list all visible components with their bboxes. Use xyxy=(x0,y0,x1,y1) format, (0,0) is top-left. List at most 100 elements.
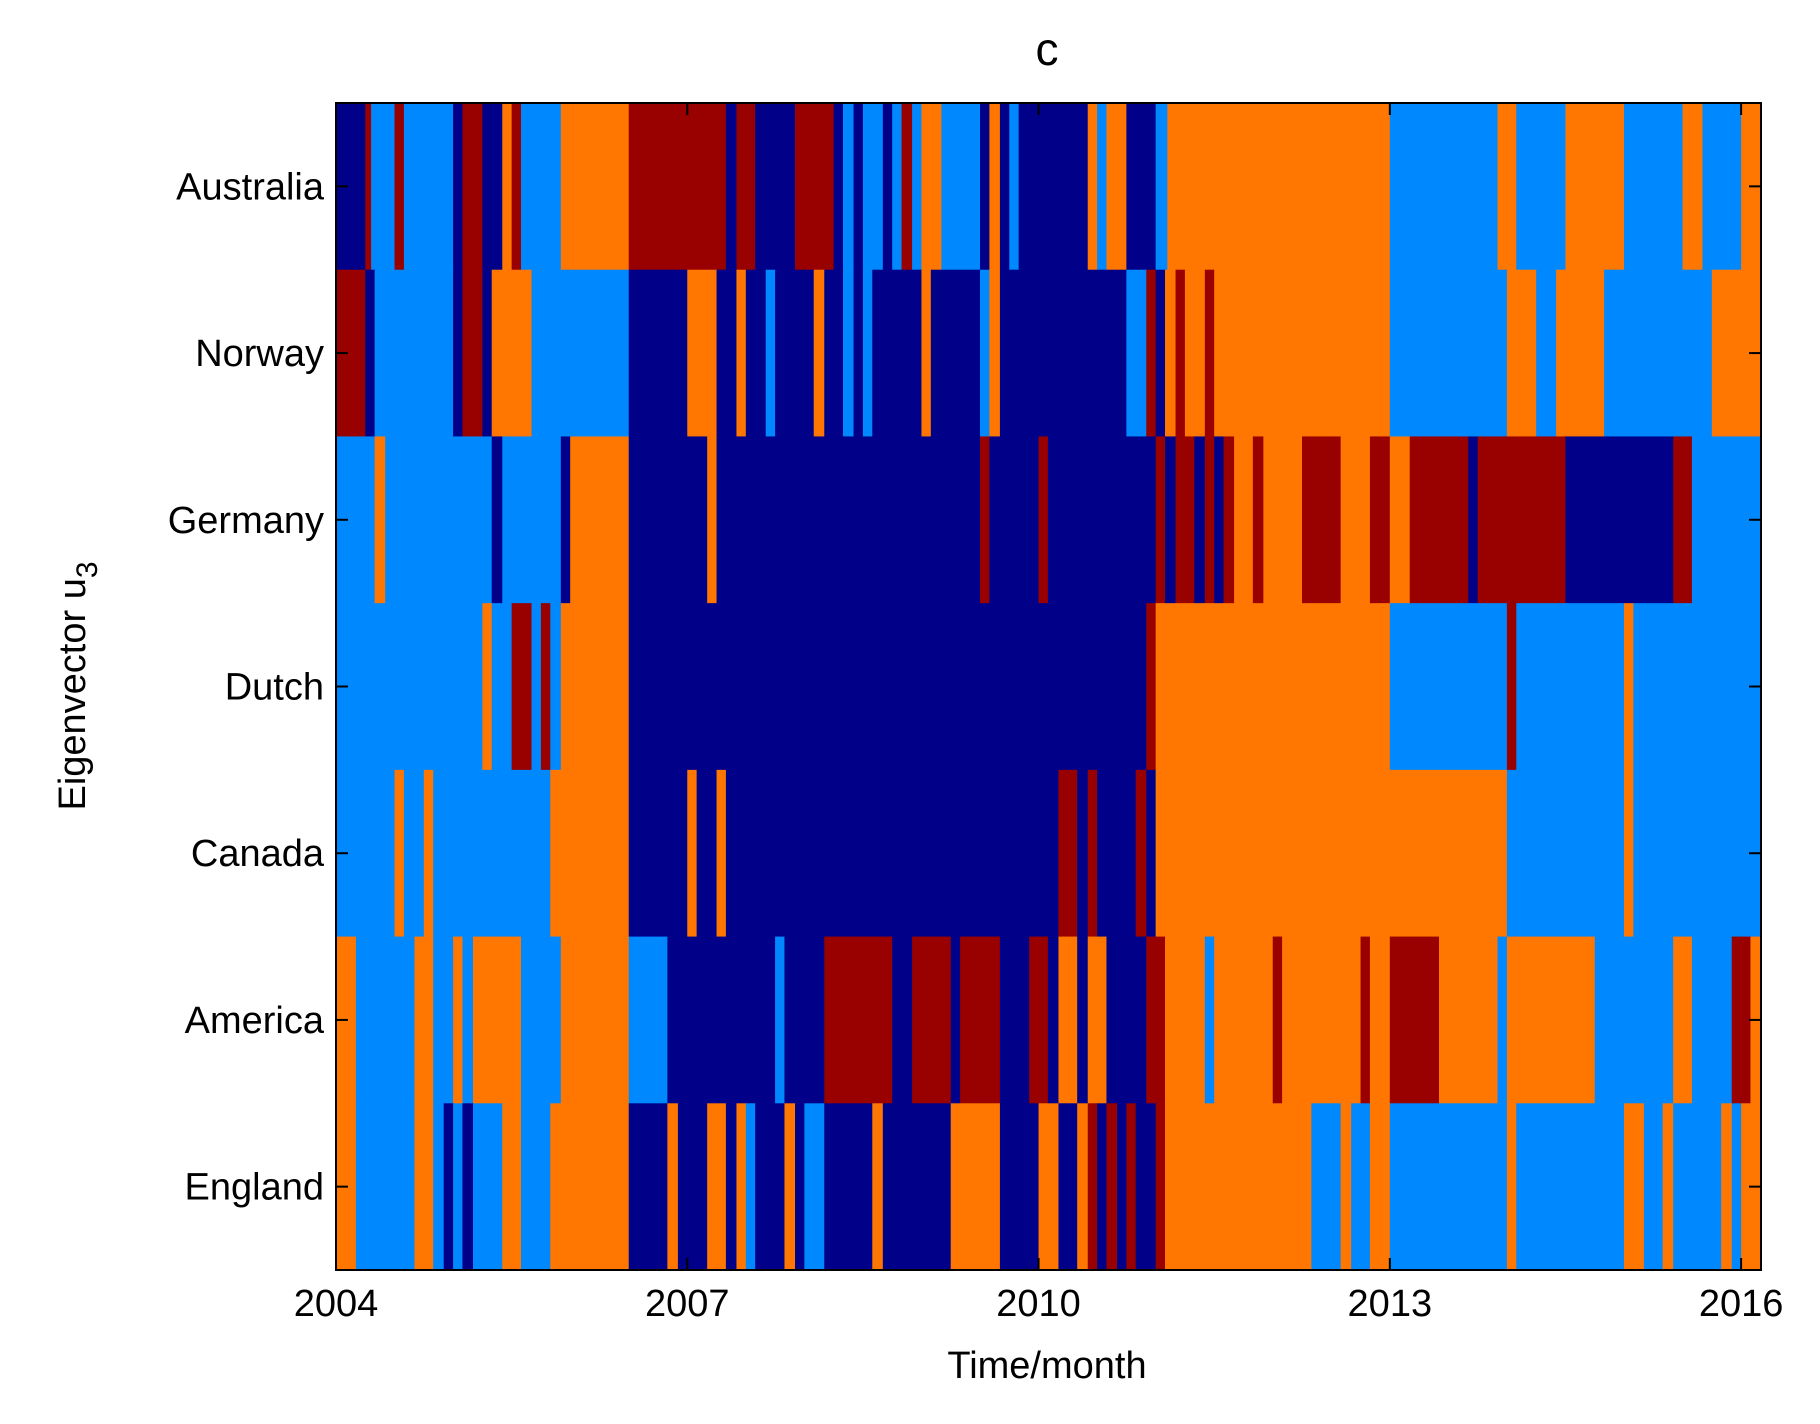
heatmap-cell xyxy=(1633,603,1762,771)
x-axis-ticks: 2004 2007 2010 2013 2016 xyxy=(294,103,1784,1325)
heatmap-cell xyxy=(1204,436,1215,604)
heatmap-cell xyxy=(521,1103,551,1271)
heatmap-cell xyxy=(775,936,786,1104)
x-tick-label: 2004 xyxy=(294,1283,379,1325)
heatmap-cell xyxy=(736,269,747,438)
heatmap-cell xyxy=(1146,603,1157,771)
heatmap-cell xyxy=(1155,269,1166,438)
heatmap-cell xyxy=(921,103,942,271)
y-axis-ticks: Australia Norway Germany Dutch Canada America… xyxy=(168,166,1761,1209)
heatmap-cell xyxy=(355,936,416,1104)
heatmap-cell xyxy=(502,1103,522,1271)
heatmap-cell xyxy=(843,269,855,438)
heatmap-cell xyxy=(1204,269,1215,438)
heatmap-cell xyxy=(462,269,483,438)
heatmap-cell xyxy=(1389,269,1508,438)
heatmap-cell xyxy=(1282,936,1362,1104)
heatmap-cell xyxy=(1624,103,1684,271)
heatmap-cell xyxy=(1272,936,1283,1104)
heatmap-cell xyxy=(453,936,464,1104)
heatmap-cell xyxy=(1087,1103,1098,1271)
heatmap-cell xyxy=(1058,1103,1078,1271)
heatmap-cell xyxy=(1165,1103,1312,1271)
heatmap-cell xyxy=(462,936,474,1104)
heatmap-cell xyxy=(521,936,562,1104)
heatmap-cell xyxy=(1047,436,1157,604)
heatmap-cell xyxy=(502,436,562,604)
heatmap-cell xyxy=(1214,269,1391,438)
heatmap-cell xyxy=(628,603,1147,771)
heatmap-cell xyxy=(892,936,913,1104)
y-axis-label: Eigenvector u3 xyxy=(52,561,104,810)
heatmap-cell xyxy=(1565,103,1625,271)
heatmap-cell xyxy=(453,103,464,271)
heatmap-cell xyxy=(755,103,796,271)
heatmap-cell xyxy=(560,103,630,271)
heatmap-cell xyxy=(414,936,434,1104)
heatmap-cell xyxy=(1146,936,1166,1104)
heatmap-cell xyxy=(1018,103,1040,271)
heatmap-cell xyxy=(980,103,990,271)
heatmap-cell xyxy=(1077,769,1089,938)
heatmap-cell xyxy=(1155,1103,1166,1271)
y-axis-label-main: Eigenvector u xyxy=(52,578,94,810)
heatmap-cell xyxy=(1721,1103,1733,1271)
heatmap-cell xyxy=(531,603,542,771)
heatmap-cell xyxy=(853,269,864,438)
heatmap-cell xyxy=(336,603,483,771)
heatmap-cell xyxy=(1165,936,1206,1104)
heatmap-cell xyxy=(1029,936,1049,1104)
heatmap-cell xyxy=(1135,1103,1157,1271)
heatmap-cell xyxy=(1135,769,1147,938)
heatmap-cell xyxy=(1038,436,1049,604)
y-axis-label-subscript: 3 xyxy=(71,561,104,578)
chart-title: c xyxy=(1036,23,1059,75)
heatmap-cell xyxy=(1673,436,1693,604)
heatmap-cell xyxy=(628,269,688,438)
heatmap-cell xyxy=(745,269,767,438)
heatmap-cell xyxy=(628,103,727,271)
heatmap-cells xyxy=(336,103,1762,1271)
heatmap-cell xyxy=(1263,436,1303,604)
heatmap-cell xyxy=(921,269,932,438)
heatmap-cell xyxy=(999,269,1127,438)
heatmap-cell xyxy=(862,103,884,271)
heatmap-cell xyxy=(1155,436,1166,604)
heatmap-cell xyxy=(414,1103,434,1271)
x-tick-label: 2016 xyxy=(1699,1283,1784,1325)
y-tick-label: England xyxy=(185,1167,324,1209)
heatmap-cell xyxy=(394,769,405,938)
heatmap-cell xyxy=(453,1103,464,1271)
heatmap-cell xyxy=(1155,103,1168,271)
heatmap-cell xyxy=(1223,436,1235,604)
heatmap-cell xyxy=(1058,936,1078,1104)
heatmap-cell xyxy=(950,1103,1001,1271)
heatmap-cell xyxy=(374,436,386,604)
heatmap-cell xyxy=(745,1103,756,1271)
heatmap-cell xyxy=(1009,103,1020,271)
heatmap-cell xyxy=(999,1103,1040,1271)
heatmap-cell xyxy=(443,1103,454,1271)
heatmap-cell xyxy=(1691,936,1733,1104)
heatmap-cell xyxy=(989,269,1001,438)
heatmap-cell xyxy=(892,103,903,271)
heatmap-cell xyxy=(1126,103,1157,271)
heatmap-cell xyxy=(433,1103,445,1271)
heatmap-cell xyxy=(1497,936,1508,1104)
heatmap-cell xyxy=(1087,936,1108,1104)
heatmap-cell xyxy=(1565,436,1674,604)
heatmap-cell xyxy=(1117,1103,1127,1271)
heatmap-cell xyxy=(1506,769,1517,938)
heatmap-cell xyxy=(482,269,493,438)
heatmap-cell xyxy=(1516,603,1625,771)
heatmap-cell xyxy=(1369,436,1391,604)
heatmap-cell xyxy=(531,269,630,438)
heatmap-cell xyxy=(687,269,718,438)
heatmap-cell xyxy=(824,269,844,438)
heatmap-cell xyxy=(453,269,464,438)
heatmap-cell xyxy=(1624,769,1634,938)
heatmap-cell xyxy=(784,936,825,1104)
heatmap-cell xyxy=(736,103,756,271)
heatmap-cell xyxy=(1184,269,1206,438)
heatmap-cell xyxy=(1506,603,1517,771)
